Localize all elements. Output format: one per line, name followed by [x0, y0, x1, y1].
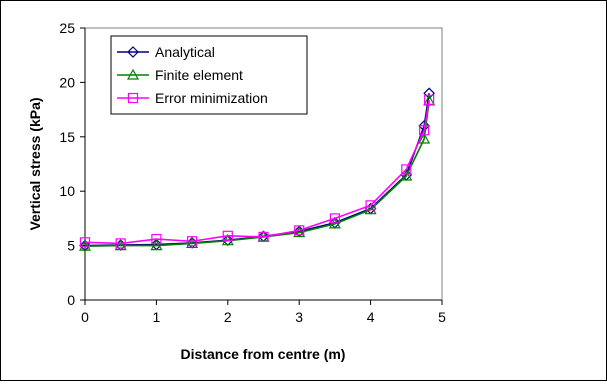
x-tick-label: 3	[295, 309, 303, 325]
y-tick-label: 0	[67, 292, 75, 308]
y-tick-label: 5	[67, 238, 75, 254]
x-tick-label: 5	[438, 309, 446, 325]
x-tick-label: 1	[153, 309, 161, 325]
y-axis-title: Vertical stress (kPa)	[27, 97, 43, 230]
legend-label: Analytical	[155, 44, 215, 60]
y-tick-label: 20	[59, 74, 75, 90]
legend-label: Finite element	[155, 67, 243, 83]
x-tick-label: 0	[81, 309, 89, 325]
legend-label: Error minimization	[155, 90, 268, 106]
x-tick-label: 4	[367, 309, 375, 325]
y-tick-label: 10	[59, 183, 75, 199]
y-tick-label: 15	[59, 129, 75, 145]
y-tick-label: 25	[59, 20, 75, 36]
x-tick-label: 2	[224, 309, 232, 325]
x-axis-title: Distance from centre (m)	[181, 346, 346, 362]
legend: Analytical Finite element Error minimizati…	[111, 36, 307, 114]
